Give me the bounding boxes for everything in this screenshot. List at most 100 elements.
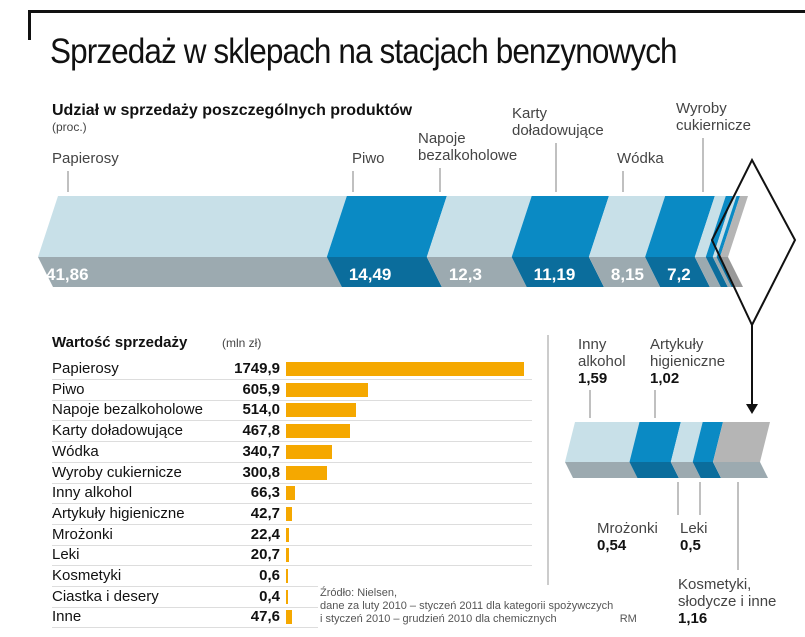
value-label: 1749,9 <box>234 360 280 377</box>
label-leki: Leki 0,5 <box>680 520 708 554</box>
value-label: 514,0 <box>242 401 280 419</box>
value-bar <box>286 403 356 418</box>
value-bar <box>286 589 288 604</box>
category-label: Inny alkohol <box>52 484 133 502</box>
false-bottom <box>511 257 604 287</box>
category-label: Mrożonki <box>52 525 113 543</box>
value-row: Karty doładowujące 467,8 <box>52 421 532 443</box>
value-label: 0,4 <box>259 587 280 605</box>
category-label: Napoje bezalkoholowe <box>52 401 203 419</box>
detail-segment-bottom <box>712 462 768 478</box>
value-bar <box>286 465 327 480</box>
value-bar <box>286 362 524 376</box>
segment-label: Wódka <box>617 150 664 167</box>
false-bottom <box>719 257 743 287</box>
label-mrozonki: Mrożonki 0,54 <box>597 520 658 554</box>
value-row: Papierosy 1749,9 <box>52 359 532 380</box>
value-row: Inny alkohol 66,3 <box>52 483 532 505</box>
value-bar <box>286 610 293 625</box>
category-label: Inne <box>52 608 82 626</box>
source-note: Źródło: Nielsen, dane za luty 2010 – styc… <box>318 585 639 628</box>
segment-value-label: 8,15 <box>611 265 644 284</box>
false-top <box>645 196 715 257</box>
detail-segment-bottom <box>670 462 701 478</box>
false-top <box>588 196 666 257</box>
value-chart-title: Wartość sprzedaży <box>52 334 188 351</box>
category-label: Papierosy <box>52 360 119 377</box>
value-row: Wyroby cukiernicze 300,8 <box>52 463 532 484</box>
false-bottom <box>705 257 728 287</box>
false-top <box>511 196 609 257</box>
false-top <box>694 196 726 257</box>
value-bar <box>286 569 288 583</box>
value-label: 22,4 <box>250 525 280 543</box>
detail-segment-top <box>712 422 770 462</box>
label-artykuly-higieniczne: Artykuły higieniczne 1,02 <box>650 336 726 387</box>
value-label: 467,8 <box>242 422 280 440</box>
category-label: Leki <box>52 546 80 564</box>
segment-value-label: 14,49 <box>349 265 392 284</box>
frame-line <box>28 10 805 13</box>
category-label: Ciastka i desery <box>52 587 159 605</box>
false-top <box>426 196 532 257</box>
category-label: Wyroby cukiernicze <box>52 463 182 481</box>
segment-label: Papierosy <box>52 150 119 167</box>
false-bottom <box>326 257 442 287</box>
segment-label: Wyroby cukiernicze <box>676 100 752 134</box>
false-bottom <box>426 257 527 287</box>
value-bar <box>286 506 292 521</box>
value-label: 300,8 <box>242 463 280 481</box>
value-label: 605,9 <box>242 380 280 398</box>
detail-segment-top <box>629 422 681 462</box>
segment-value-label: 41,86 <box>46 265 89 284</box>
value-label: 20,7 <box>250 546 280 564</box>
segment-value-label: 11,19 <box>534 265 576 284</box>
label-kosmetyki: Kosmetyki, słodycze i inne 1,16 <box>678 576 777 627</box>
category-label: Kosmetyki <box>52 567 122 584</box>
value-label: 42,7 <box>250 504 280 522</box>
false-bottom <box>645 257 710 287</box>
false-top <box>719 196 748 257</box>
segment-value-label: 7,2 <box>667 265 691 284</box>
value-row: Ciastka i desery 0,4 <box>52 587 532 608</box>
value-label: 66,3 <box>250 484 280 502</box>
value-row: Inne 47,6 <box>52 607 532 629</box>
false-top <box>716 196 740 257</box>
share-chart-unit: (proc.) <box>52 120 87 134</box>
false-bottom <box>712 257 732 287</box>
false-bottom <box>588 257 661 287</box>
share-chart-title: Udział w sprzedaży poszczególnych produk… <box>52 102 413 119</box>
false-top <box>712 196 737 257</box>
false-bottom <box>694 257 721 287</box>
detail-segment-top <box>565 422 640 462</box>
arrow-down-icon <box>746 404 758 414</box>
value-bar <box>286 424 350 439</box>
page-title: Sprzedaż w sklepach na stacjach benzynow… <box>50 32 678 71</box>
segment-label: Napoje bezalkoholowe <box>418 130 518 164</box>
detail-segment-bottom <box>692 462 721 478</box>
label-inny-alkohol: Inny alkohol 1,59 <box>578 336 626 387</box>
value-bar <box>286 382 369 397</box>
value-row: Leki 20,7 <box>52 545 532 567</box>
value-row: Kosmetyki 0,6 <box>52 566 532 587</box>
category-label: Wódka <box>52 442 99 460</box>
value-bar <box>286 527 290 542</box>
detail-segment-bottom <box>629 462 679 478</box>
value-row: Mrożonki 22,4 <box>52 525 532 546</box>
category-label: Piwo <box>52 380 85 398</box>
detail-segment-top <box>692 422 723 462</box>
value-chart-unit: (mln zł) <box>222 336 262 350</box>
detail-segment-bottom <box>565 462 638 478</box>
true-bottom <box>38 257 342 287</box>
segment-value-label: 12,3 <box>449 265 482 284</box>
true-top <box>38 196 347 257</box>
value-row: Wódka 340,7 <box>52 442 532 463</box>
detail-segment-top <box>670 422 703 462</box>
category-label: Artykuły higieniczne <box>52 504 185 522</box>
value-bar <box>286 486 296 501</box>
value-label: 47,6 <box>250 608 280 626</box>
value-row: Piwo 605,9 <box>52 380 532 401</box>
value-row: Artykuły higieniczne 42,7 <box>52 504 532 525</box>
